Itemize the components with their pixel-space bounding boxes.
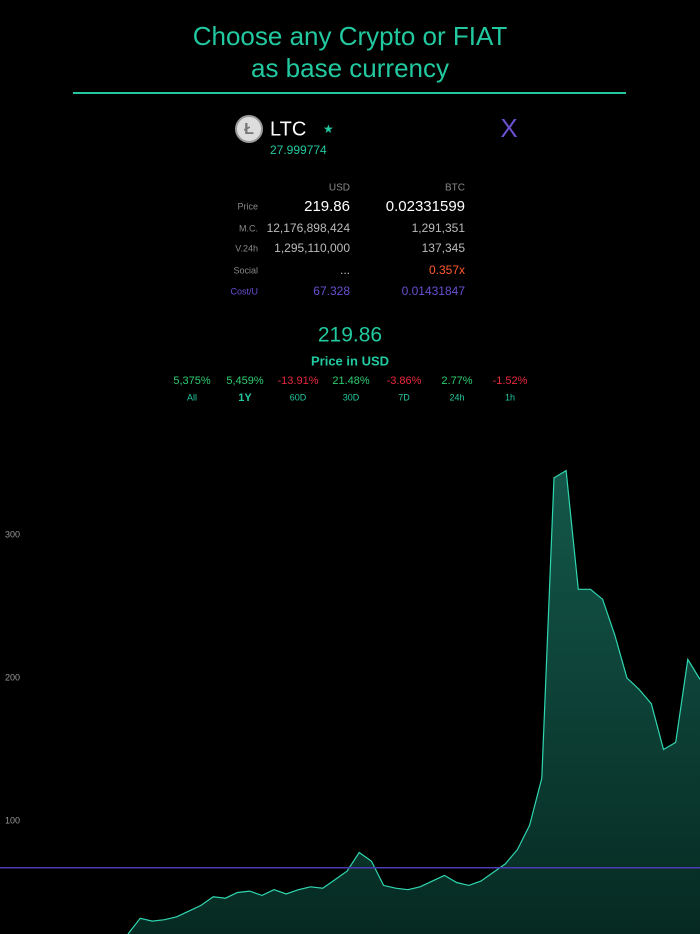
period-label[interactable]: 60D	[290, 392, 307, 402]
period-change: 5,459%	[226, 375, 264, 387]
row-label: Cost/U	[230, 286, 258, 296]
favorite-star[interactable]: ★	[323, 122, 334, 136]
period-change: -1.52%	[493, 375, 528, 387]
period-label[interactable]: 7D	[398, 392, 410, 402]
period-selector: 5,375% All 5,459% 1Y -13.91% 60D 21.48% 30D -3.8…	[173, 375, 527, 404]
y-tick-label: 100	[5, 815, 20, 825]
price-caption: Price in USD	[311, 353, 389, 368]
column-header: USD	[329, 183, 350, 194]
btc-value: 0.357x	[429, 263, 465, 277]
coin-symbol: LTC	[270, 118, 306, 140]
usd-value: 219.86	[304, 198, 350, 215]
btc-value: 137,345	[422, 241, 466, 255]
stats-table: USD BTC Price 219.86 0.02331599 M.C. 12,176,89…	[230, 183, 465, 299]
period-label[interactable]: 30D	[343, 392, 360, 402]
row-label: Social	[233, 265, 258, 275]
btc-value: 0.01431847	[402, 284, 466, 298]
row-label: V.24h	[235, 243, 258, 253]
period-label[interactable]: 1h	[505, 392, 515, 402]
usd-value: 1,295,110,000	[274, 241, 350, 255]
period-label[interactable]: All	[187, 392, 197, 402]
period-change: 2.77%	[441, 375, 472, 387]
coin-icon	[235, 115, 263, 143]
period-change: -3.86%	[387, 375, 422, 387]
area-fill	[128, 470, 700, 934]
price-value: 219.86	[318, 324, 382, 347]
period-change: 5,375%	[173, 375, 211, 387]
title: as base currency	[251, 53, 449, 83]
price-chart: 100 200 300	[0, 469, 700, 934]
price-line	[127, 469, 700, 934]
period-change: -13.91%	[278, 375, 319, 387]
period-change: 21.48%	[332, 375, 370, 387]
usd-value: 67.328	[313, 284, 350, 298]
coin-icon-glyph: Ł	[244, 121, 254, 138]
y-tick-label: 200	[5, 672, 20, 682]
close-button[interactable]: X	[500, 113, 517, 143]
btc-value: 0.02331599	[386, 198, 465, 215]
btc-value: 1,291,351	[412, 221, 466, 235]
usd-value: ...	[340, 263, 350, 277]
period-label[interactable]: 24h	[449, 392, 464, 402]
usd-value: 12,176,898,424	[267, 221, 351, 235]
row-label: M.C.	[239, 223, 258, 233]
coin-amount: 27.999774	[270, 143, 327, 157]
period-label[interactable]: 1Y	[238, 392, 252, 404]
y-tick-label: 300	[5, 529, 20, 539]
column-header: BTC	[445, 183, 465, 194]
title: Choose any Crypto or FIAT	[193, 21, 508, 51]
row-label: Price	[237, 201, 258, 211]
